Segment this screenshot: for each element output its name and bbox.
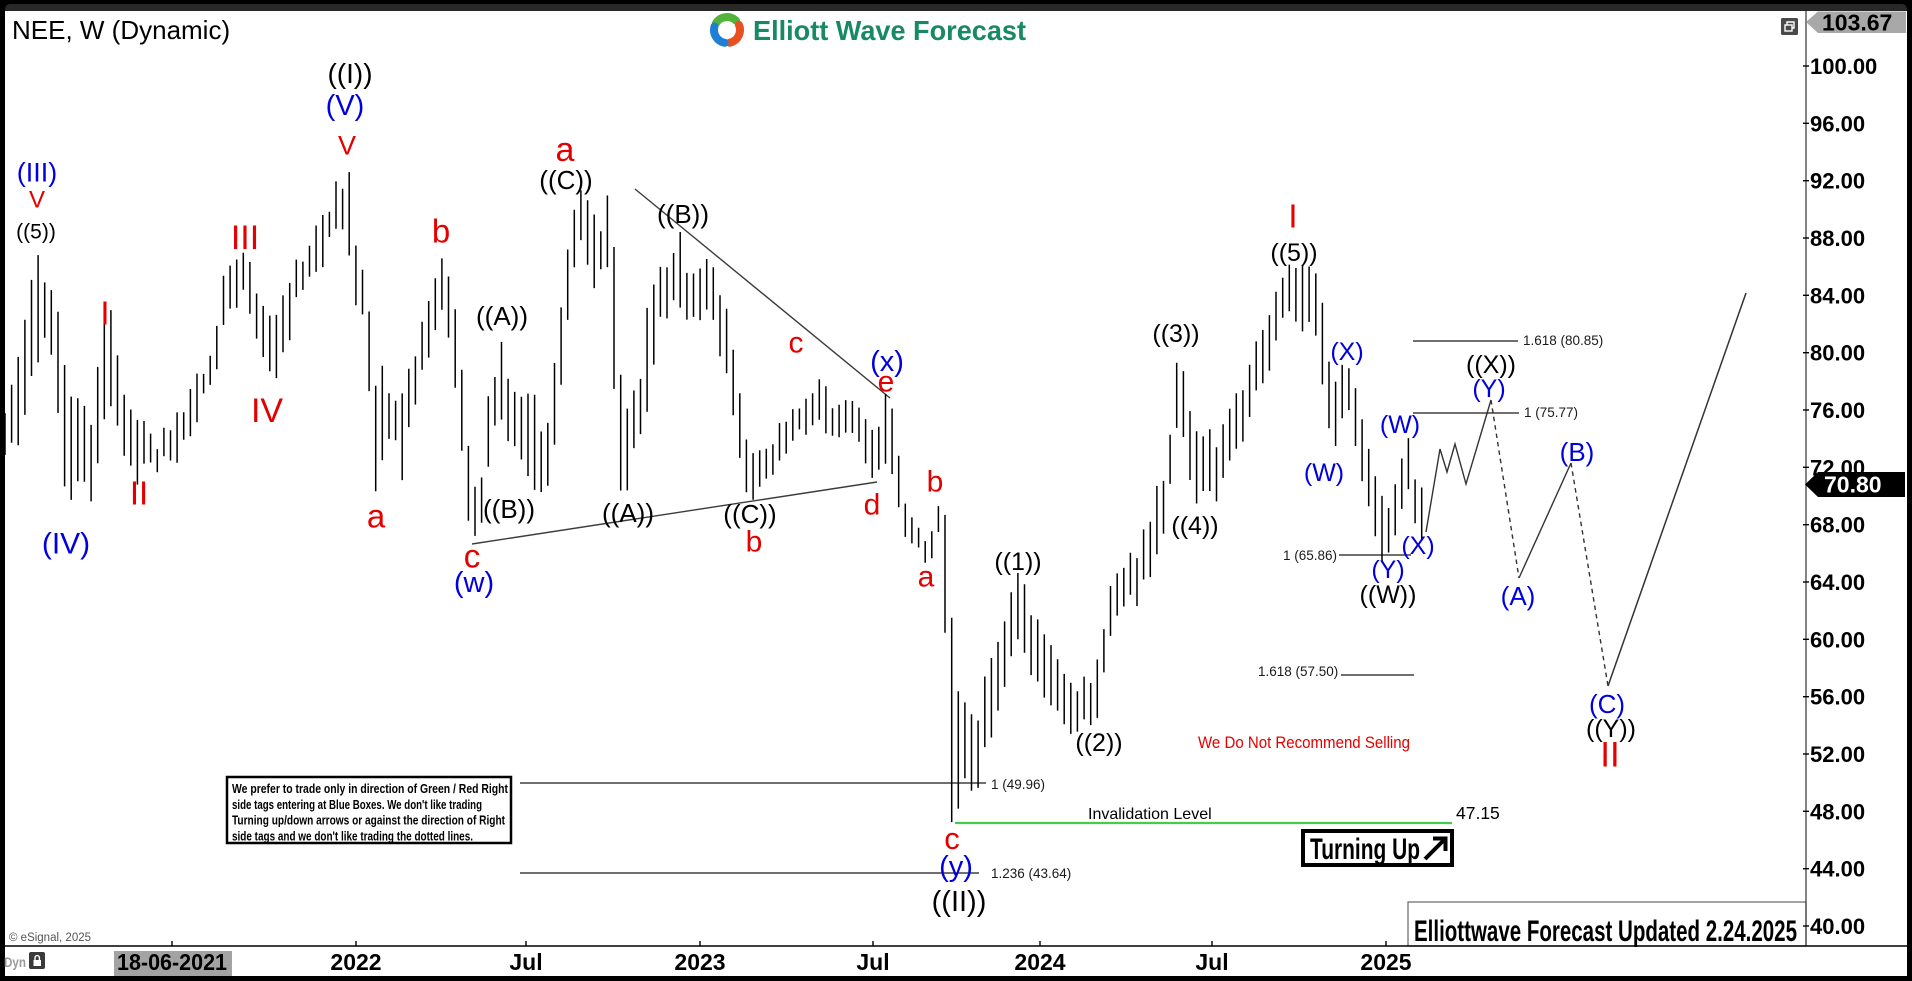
svg-text:64.00: 64.00: [1810, 570, 1865, 595]
svg-text:V: V: [29, 186, 45, 213]
svg-text:c: c: [944, 821, 960, 856]
svg-text:1.618 (80.85): 1.618 (80.85): [1523, 333, 1603, 348]
svg-text:(V): (V): [326, 90, 365, 122]
svg-text:2023: 2023: [674, 949, 725, 975]
svg-text:88.00: 88.00: [1810, 226, 1865, 251]
svg-text:c: c: [464, 538, 481, 575]
svg-text:NEE, W (Dynamic): NEE, W (Dynamic): [12, 15, 230, 45]
svg-text:(III): (III): [17, 157, 58, 187]
svg-text:b: b: [927, 466, 944, 499]
svg-text:Dyn: Dyn: [4, 954, 26, 970]
svg-text:II: II: [1600, 735, 1619, 774]
svg-text:((5)): ((5)): [16, 220, 56, 243]
svg-text:a: a: [918, 561, 935, 594]
svg-text:Invalidation Level: Invalidation Level: [1088, 806, 1212, 823]
svg-text:(x): (x): [870, 346, 904, 378]
svg-text:18-06-2021: 18-06-2021: [117, 949, 227, 975]
svg-text:((I)): ((I)): [327, 58, 372, 89]
svg-text:1 (49.96): 1 (49.96): [991, 777, 1045, 792]
svg-text:103.67: 103.67: [1822, 10, 1892, 36]
svg-text:Turning Up: Turning Up: [1310, 833, 1420, 866]
svg-text:80.00: 80.00: [1810, 341, 1865, 366]
svg-text:2025: 2025: [1360, 949, 1411, 975]
svg-text:c: c: [789, 327, 804, 360]
svg-text:44.00: 44.00: [1810, 857, 1865, 882]
svg-text:1.236 (43.64): 1.236 (43.64): [991, 866, 1071, 881]
svg-text:100.00: 100.00: [1810, 54, 1877, 79]
svg-text:(X): (X): [1330, 338, 1363, 366]
svg-text:96.00: 96.00: [1810, 111, 1865, 136]
svg-text:((II)): ((II)): [932, 886, 987, 918]
svg-text:side tags and we don't like tr: side tags and we don't like trading the …: [232, 828, 473, 843]
svg-text:((Y)): ((Y)): [1586, 715, 1636, 743]
svg-text:52.00: 52.00: [1810, 742, 1865, 767]
svg-text:I: I: [100, 295, 109, 332]
svg-text:V: V: [338, 130, 356, 160]
svg-text:92.00: 92.00: [1810, 169, 1865, 194]
svg-text:56.00: 56.00: [1810, 685, 1865, 710]
svg-text:((2)): ((2)): [1075, 729, 1122, 757]
svg-text:60.00: 60.00: [1810, 627, 1865, 652]
svg-text:((4)): ((4)): [1171, 512, 1218, 540]
svg-text:40.00: 40.00: [1810, 914, 1865, 939]
svg-text:70.80: 70.80: [1824, 472, 1882, 498]
svg-text:1.618 (57.50): 1.618 (57.50): [1258, 664, 1338, 679]
svg-text:Turning up/down arrows or agai: Turning up/down arrows or against the di…: [232, 813, 506, 828]
svg-text:((3)): ((3)): [1152, 320, 1199, 348]
svg-text:(Y): (Y): [1371, 556, 1404, 584]
svg-text:a: a: [367, 498, 386, 535]
svg-text:1 (65.86): 1 (65.86): [1283, 548, 1337, 563]
svg-text:68.00: 68.00: [1810, 513, 1865, 538]
svg-text:((X)): ((X)): [1466, 351, 1516, 379]
svg-text:1 (75.77): 1 (75.77): [1524, 405, 1578, 420]
svg-text:Jul: Jul: [1195, 949, 1228, 975]
svg-text:2024: 2024: [1014, 949, 1065, 975]
svg-text:((B)): ((B)): [657, 199, 709, 229]
svg-text:II: II: [130, 475, 148, 512]
svg-text:((1)): ((1)): [994, 548, 1041, 576]
svg-text:side tags entering at Blue Box: side tags entering at Blue Boxes. We don…: [232, 797, 482, 812]
svg-text:Jul: Jul: [856, 949, 889, 975]
svg-text:((C)): ((C)): [539, 165, 592, 195]
svg-text:((W)): ((W)): [1360, 581, 1417, 609]
svg-text:(W): (W): [1304, 459, 1344, 487]
svg-text:Elliottwave Forecast Updated 2: Elliottwave Forecast Updated 2.24.2025: [1414, 915, 1797, 948]
svg-text:b: b: [746, 526, 763, 559]
svg-text:2022: 2022: [330, 949, 381, 975]
svg-text:76.00: 76.00: [1810, 398, 1865, 423]
svg-text:IV: IV: [251, 392, 283, 430]
svg-text:We prefer to trade only in dir: We prefer to trade only in direction of …: [232, 781, 509, 796]
svg-text:(Y): (Y): [1472, 375, 1505, 403]
svg-text:Elliott Wave Forecast: Elliott Wave Forecast: [753, 15, 1026, 46]
svg-text:(C): (C): [1589, 689, 1625, 719]
svg-text:Jul: Jul: [509, 949, 542, 975]
svg-text:((B)): ((B)): [483, 494, 535, 524]
svg-text:84.00: 84.00: [1810, 283, 1865, 308]
svg-text:(y): (y): [939, 851, 973, 883]
svg-text:a: a: [556, 131, 575, 169]
svg-text:We Do Not Recommend Selling: We Do Not Recommend Selling: [1198, 733, 1410, 752]
svg-text:(X): (X): [1401, 532, 1434, 560]
svg-text:e: e: [878, 366, 895, 399]
svg-text:((A)): ((A)): [476, 301, 528, 331]
svg-text:(B): (B): [1560, 437, 1595, 467]
svg-text:((C)): ((C)): [723, 499, 776, 529]
svg-text:((5)): ((5)): [1270, 239, 1317, 267]
svg-text:d: d: [864, 489, 881, 522]
svg-text:48.00: 48.00: [1810, 799, 1865, 824]
svg-text:III: III: [231, 219, 259, 257]
svg-text:47.15: 47.15: [1456, 803, 1500, 823]
svg-text:((A)): ((A)): [602, 498, 654, 528]
svg-text:(W): (W): [1380, 411, 1420, 439]
svg-text:© eSignal, 2025: © eSignal, 2025: [9, 932, 91, 944]
svg-text:(w): (w): [454, 567, 494, 599]
svg-text:I: I: [1288, 198, 1297, 235]
svg-text:b: b: [432, 213, 450, 250]
svg-text:(A): (A): [1501, 581, 1536, 611]
svg-text:(IV): (IV): [42, 528, 90, 561]
